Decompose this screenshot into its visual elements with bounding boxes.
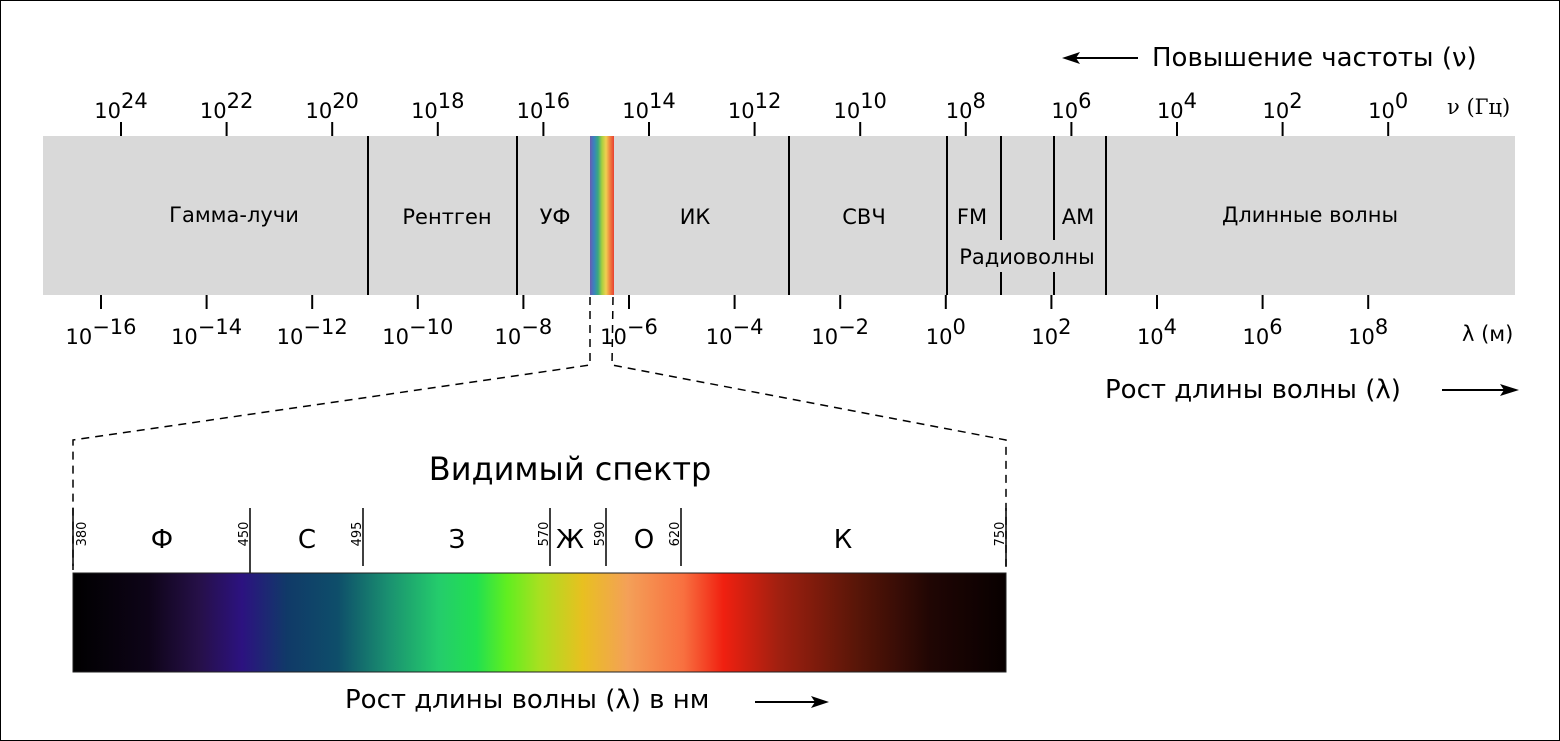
frequency-axis: 1024 1022 1020 1018 1016 1014 1012 1010 108 106 10… [94,89,1408,136]
band-fm: FM [957,205,987,229]
wavelength-tick-label: 10−4 [706,315,764,349]
wavelength-tick-label: 10−16 [65,315,136,349]
frequency-header: Повышение частоты (ν) [1152,43,1477,73]
spectrum-band [43,136,1515,295]
wavelength-unit: λ (м) [1462,322,1513,346]
boundary-label: 380 [75,522,90,547]
band-microwave: СВЧ [842,205,885,229]
boundary-label: 620 [668,522,683,547]
boundary-label: 570 [537,522,552,547]
frequency-tick-label: 1014 [622,89,675,123]
band-gamma: Гамма-лучи [169,203,299,227]
frequency-unit: ν (Гц) [1447,95,1510,119]
frequency-tick-label: 1012 [728,89,781,123]
frequency-tick-label: 1018 [411,89,464,123]
visible-arrow-icon [755,696,829,708]
band-long-waves: Длинные волны [1222,203,1398,227]
visible-spectrum-bar [72,572,1007,673]
frequency-tick-label: 1022 [200,89,253,123]
frequency-tick-label: 106 [1051,89,1091,123]
boundary-label: 750 [993,522,1008,547]
visible-title: Видимый спектр [429,450,712,488]
visible-rainbow-strip [590,136,614,295]
band-radio: Радиоволны [959,245,1095,269]
wavelength-tick-label: 10−10 [382,315,453,349]
band-uv: УФ [540,205,571,229]
color-label: К [834,525,852,555]
boundary-label: 450 [237,522,252,547]
color-label: С [298,525,316,555]
frequency-tick-label: 104 [1157,89,1197,123]
band-dividers [367,136,1107,295]
zoom-line-right [611,296,1007,570]
boundary-label: 590 [593,522,608,547]
frequency-tick-label: 108 [946,89,986,123]
visible-footer: Рост длины волны (λ) в нм [345,685,709,715]
wavelength-tick-label: 10−6 [600,315,658,349]
wavelength-arrow-icon [1442,384,1519,396]
frequency-tick-label: 1020 [305,89,358,123]
wavelength-tick-label: 10−2 [811,315,869,349]
visible-boundaries: 380 450 495 570 590 620 750 Ф С З Ж О К [72,508,1008,573]
wavelength-tick-label: 108 [1348,315,1388,349]
frequency-tick-label: 1024 [94,89,147,123]
frequency-tick-label: 1010 [833,89,886,123]
boundary-label: 495 [350,522,365,547]
frequency-tick-label: 100 [1368,89,1408,123]
wavelength-tick-label: 106 [1243,315,1283,349]
frequency-tick-label: 102 [1263,89,1303,123]
wavelength-tick-label: 100 [926,315,966,349]
frequency-arrow-icon [1062,52,1138,64]
band-ir: ИК [680,205,711,229]
wavelength-footer: Рост длины волны (λ) [1105,375,1401,405]
color-label: О [634,525,654,555]
band-xray: Рентген [402,205,491,229]
wavelength-tick-label: 102 [1031,315,1071,349]
wavelength-tick-label: 104 [1137,315,1177,349]
zoom-line-left [72,297,591,570]
wavelength-tick-label: 10−8 [495,315,553,349]
wavelength-tick-label: 10−14 [171,315,242,349]
color-label: З [449,525,466,555]
frequency-tick-label: 1016 [517,89,570,123]
color-label: Ж [556,525,584,555]
band-am: AM [1062,205,1094,229]
wavelength-axis: 10−16 10−14 10−12 10−10 10−8 10−6 10−4 10−2 100 1… [65,295,1388,349]
wavelength-tick-label: 10−12 [277,315,348,349]
color-label: Ф [151,525,173,555]
